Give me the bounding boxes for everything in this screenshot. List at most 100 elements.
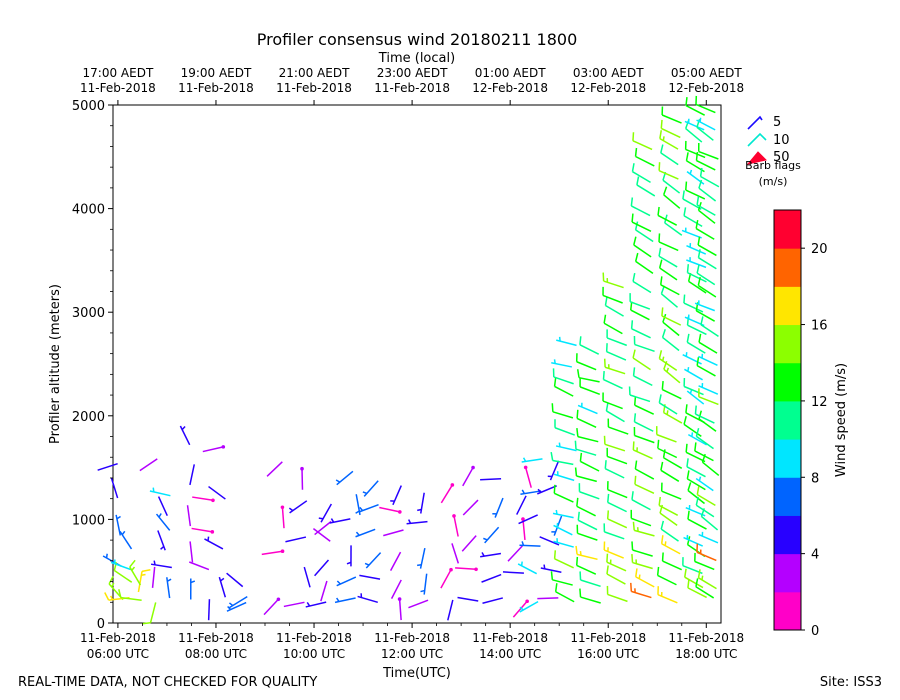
wind-barb (604, 296, 624, 317)
wind-barb (554, 583, 575, 603)
wind-barb (461, 535, 477, 552)
wind-barb (630, 582, 652, 599)
wind-barb (634, 147, 655, 167)
wind-barb (539, 536, 560, 546)
wind-barb (355, 528, 376, 538)
wind-barb (683, 377, 704, 396)
colorbar-frame (773, 209, 802, 631)
colorbar-segment (774, 324, 801, 364)
x-tick-time: 10:00 UTC (283, 647, 345, 661)
wind-barb (607, 418, 629, 435)
wind-barb (389, 551, 402, 572)
top-x-tick-time: 23:00 AEDT (377, 66, 448, 80)
colorbar-segment (774, 210, 801, 249)
wind-barb (550, 571, 573, 586)
wind-barb (547, 460, 560, 481)
barb-50-flag-icon (746, 151, 767, 165)
wind-barb (635, 568, 655, 588)
wind-barb (507, 545, 523, 562)
barb-legend-title: Barb flags (745, 159, 801, 172)
wind-barb (661, 307, 682, 326)
wind-barb (602, 370, 623, 390)
wind-barb (576, 428, 599, 443)
barb-legend-units: (m/s) (759, 175, 788, 188)
wind-barb (318, 503, 333, 523)
wind-barb (553, 484, 574, 503)
colorbar-segment (774, 553, 801, 593)
wind-barb (575, 545, 598, 561)
wind-barb (606, 329, 628, 347)
wind-barb (141, 602, 157, 625)
x-tick-date: 11-Feb-2018 (80, 631, 156, 645)
y-tick-label: 0 (97, 617, 105, 632)
wind-barb (553, 550, 574, 569)
wind-barb (630, 197, 651, 217)
wind-barb (553, 538, 574, 548)
wind-barb (481, 573, 502, 583)
wind-barb (606, 481, 628, 499)
x-tick-time: 08:00 UTC (185, 647, 247, 661)
wind-barb (686, 264, 707, 283)
wind-barb (605, 343, 627, 361)
y-axis-label: Profiler altitude (meters) (48, 284, 63, 444)
wind-barb (606, 565, 626, 585)
wind-barb (663, 186, 681, 209)
wind-barb (605, 402, 625, 423)
wind-barb (226, 572, 244, 588)
plot-area (112, 104, 722, 624)
wind-barb (303, 566, 311, 588)
wind-barb (452, 514, 459, 537)
barb-10-icon (747, 132, 767, 147)
wind-barb (633, 236, 652, 258)
wind-barb (440, 567, 453, 589)
wind-barb (658, 247, 678, 268)
y-tick-label: 2000 (72, 410, 105, 425)
wind-barb (696, 543, 717, 562)
wind-barb (660, 119, 681, 139)
wind-barb (550, 451, 574, 466)
wind-barb (189, 578, 196, 600)
wind-barb (697, 236, 717, 257)
wind-barb (520, 489, 542, 496)
wind-barb (358, 503, 379, 513)
wind-barb (502, 571, 524, 574)
wind-barb (661, 552, 682, 571)
wind-barb (553, 522, 573, 536)
wind-barb (603, 358, 626, 375)
wind-barb (462, 465, 475, 487)
wind-barb (575, 556, 597, 575)
wind-barb (603, 435, 626, 452)
wind-barb (683, 415, 702, 438)
wind-barb (357, 593, 378, 604)
wind-barb (632, 521, 655, 537)
wind-barb (552, 509, 574, 519)
wind-barb (700, 508, 719, 531)
wind-barb (664, 214, 683, 236)
barb-legend-item-50: 50 (746, 150, 790, 165)
wind-barb (149, 487, 171, 497)
wind-barb (685, 443, 706, 463)
wind-barb (280, 505, 285, 529)
wind-barb (383, 529, 404, 537)
wind-barb (687, 579, 707, 599)
wind-barb (579, 571, 601, 588)
wind-barb (659, 130, 679, 150)
wind-barb (603, 541, 624, 559)
colorbar-segment (774, 439, 801, 478)
wind-barb (480, 552, 502, 558)
barb-legend-label-10: 10 (773, 133, 790, 148)
wind-barb (696, 117, 716, 131)
wind-barb (336, 576, 357, 587)
wind-barb (521, 517, 526, 541)
colorbar: 0 4 8 12 16 20 (773, 209, 828, 639)
wind-barb (631, 554, 653, 570)
colorbar-segment (774, 591, 801, 631)
wind-barb (698, 531, 719, 544)
wind-barb (630, 320, 651, 339)
wind-barb (397, 597, 402, 621)
wind-barb (379, 506, 402, 514)
wind-barb (698, 333, 718, 354)
wind-barb (314, 520, 332, 536)
wind-barb (684, 118, 705, 131)
